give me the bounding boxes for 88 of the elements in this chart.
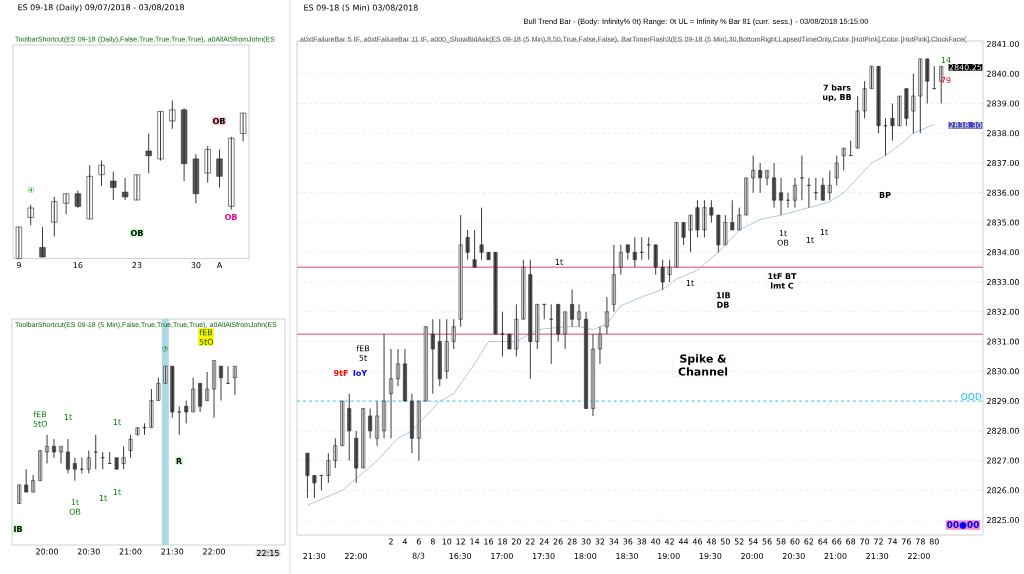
candlestick (423, 326, 428, 402)
candlestick (925, 58, 930, 104)
candlestick (204, 145, 211, 184)
candlestick (667, 259, 672, 283)
ref-line-label: OOD (961, 393, 982, 400)
candlestick (904, 88, 909, 127)
candlestick (695, 199, 700, 238)
candlestick (681, 222, 686, 246)
candlestick (149, 388, 154, 429)
candlestick (110, 171, 117, 201)
candlestick (799, 155, 804, 201)
candlestick (361, 408, 366, 469)
candlestick (869, 65, 874, 90)
candlestick (128, 434, 133, 459)
candlestick (660, 259, 665, 290)
candlestick (430, 318, 435, 395)
candlestick (354, 430, 359, 484)
candlestick (121, 445, 126, 470)
annotation: Spike & Channel (678, 354, 728, 376)
candlestick (228, 136, 235, 210)
candlestick (444, 318, 449, 380)
candlestick (62, 193, 70, 215)
candlestick (500, 311, 505, 357)
candlestick (841, 147, 846, 171)
candlestick (827, 170, 832, 201)
candlestick (216, 148, 223, 188)
candlestick (86, 164, 93, 220)
candlestick (226, 365, 230, 384)
candlestick (24, 468, 29, 493)
candlestick (437, 318, 442, 387)
candlestick (834, 155, 839, 186)
candlestick (855, 95, 860, 149)
candlestick (702, 199, 707, 238)
candlestick (333, 437, 338, 469)
candlestick (897, 95, 902, 127)
candlestick (876, 65, 881, 134)
candlestick (169, 99, 176, 130)
candlestick (170, 365, 175, 419)
candlestick (184, 400, 189, 424)
candlestick (493, 251, 498, 335)
candlestick (86, 450, 91, 474)
candlestick (347, 393, 352, 462)
candlestick (862, 80, 867, 119)
candlestick (312, 475, 317, 499)
candlestick (688, 214, 693, 253)
candlestick (535, 303, 540, 350)
candlestick (737, 207, 742, 231)
candlestick (521, 259, 526, 320)
candlestick (730, 199, 735, 231)
candlestick (145, 133, 152, 174)
candlestick (479, 207, 484, 261)
candlestick (465, 229, 470, 261)
candlestick (653, 244, 658, 276)
candlestick (716, 214, 721, 253)
candlestick (911, 73, 916, 134)
candlestick (451, 318, 456, 350)
candlestick (918, 58, 923, 134)
candlestick (723, 214, 728, 246)
candlestick (514, 303, 519, 357)
candlestick (458, 214, 463, 328)
candlestick (157, 111, 164, 161)
candlestick (133, 174, 141, 201)
candlestick (472, 229, 477, 268)
candlestick (674, 222, 679, 268)
candlestick (890, 103, 895, 142)
candlestick (114, 457, 119, 470)
candlestick (163, 365, 168, 384)
candlestick (177, 405, 182, 436)
candlestick (39, 226, 46, 258)
candlestick (51, 196, 58, 237)
candlestick (27, 204, 34, 226)
candlestick (632, 236, 637, 268)
candlestick (528, 259, 533, 380)
candlestick (93, 434, 98, 470)
candlestick (744, 177, 749, 216)
candlestick (507, 333, 512, 350)
candlestick (98, 160, 105, 187)
candlestick (340, 400, 345, 447)
annotation: 00●00 (947, 521, 979, 529)
candlestick (135, 427, 140, 436)
candlestick (709, 199, 714, 223)
candlestick (625, 244, 630, 261)
candlestick (156, 377, 161, 401)
candlestick (326, 452, 331, 484)
candlestick (121, 177, 129, 201)
candlestick (486, 251, 491, 261)
candlestick (17, 484, 22, 504)
candlestick (305, 452, 310, 499)
